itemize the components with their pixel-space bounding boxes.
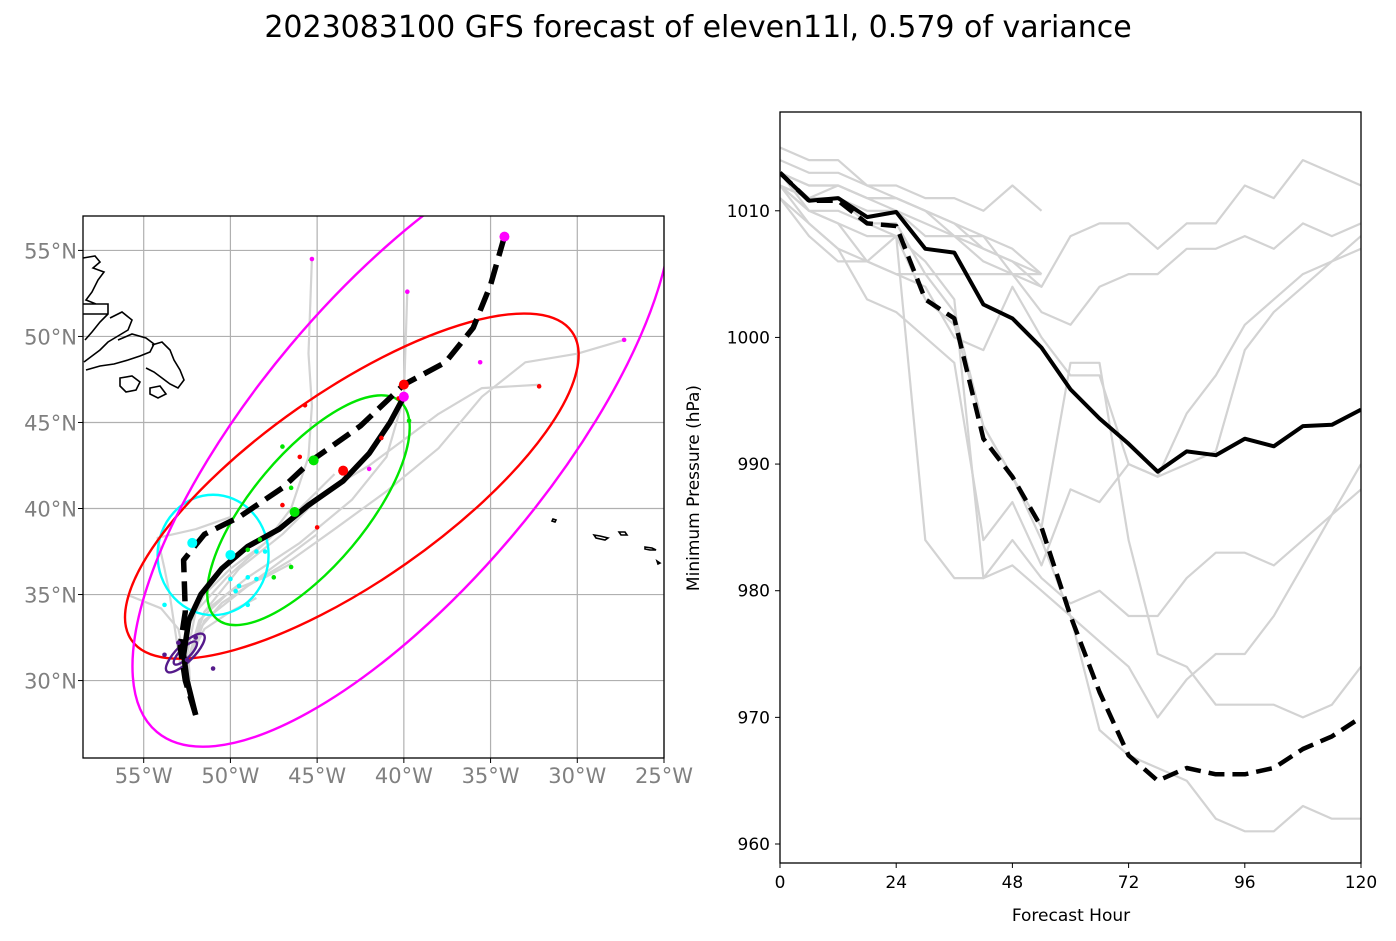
y-axis-label: Minimum Pressure (hPa) <box>684 385 704 591</box>
mean-position-point-t72 <box>499 231 510 242</box>
position-point-t24 <box>288 564 294 570</box>
position-point-t24 <box>406 418 412 424</box>
position-point-t24 <box>257 537 263 542</box>
map-coastlines <box>83 255 662 566</box>
map-tick-labels: 55°W 50°W 45°W 40°W 35°W 30°W 25°W 30°N 35°N 40°N… <box>24 239 693 788</box>
x-axis-label: Forecast Hour <box>1012 906 1130 926</box>
map-x-tick-label: 55°W <box>115 764 173 788</box>
position-point-analysis <box>184 657 190 663</box>
position-point-t0 <box>262 549 268 554</box>
y-tick-label: 980 <box>738 582 770 602</box>
position-point-t0 <box>245 575 251 580</box>
map-y-tick-label: 55°N <box>24 239 77 263</box>
position-point-t24 <box>280 444 285 449</box>
position-point-t0 <box>228 576 233 582</box>
mean-position-point-t72 <box>398 391 409 402</box>
ensemble-pressure-line <box>780 171 1361 719</box>
figure-title: 2023083100 GFS forecast of eleven11l, 0.… <box>264 10 1132 45</box>
x-tick-label: 24 <box>885 873 907 893</box>
mean-pressure-lines <box>780 171 1361 783</box>
mean-position-point-t0 <box>225 549 236 560</box>
position-point-t0 <box>254 549 259 554</box>
ensemble-track <box>186 383 541 698</box>
position-point-t48 <box>297 454 303 460</box>
y-tick-label: 970 <box>738 708 770 728</box>
y-tick-label: 1010 <box>727 202 770 222</box>
ensemble-pressure-line <box>780 172 1361 833</box>
map-y-tick-label: 35°N <box>24 584 77 608</box>
mean-position-point-t0 <box>187 537 198 548</box>
y-tick-label: 960 <box>738 835 770 855</box>
position-point-t24 <box>245 547 251 553</box>
ensemble-pressure-line <box>780 184 1361 478</box>
ensemble-pressure-lines <box>780 146 1361 833</box>
forecast-position-points <box>162 231 627 671</box>
ensemble-pressure-line <box>780 171 1361 326</box>
uncertainty-ellipses <box>123 216 664 748</box>
ensemble-pressure-line <box>780 146 1043 212</box>
ensemble-pressure-line <box>780 184 1361 567</box>
position-point-t48 <box>302 402 308 408</box>
position-point-t48 <box>314 525 320 530</box>
map-frame <box>82 215 665 759</box>
position-point-t48 <box>280 502 285 508</box>
position-point-analysis <box>193 635 199 640</box>
map-y-tick-label: 30°N <box>24 670 77 694</box>
map-x-tick-label: 45°W <box>288 764 346 788</box>
mean-track-dashed <box>177 235 508 716</box>
position-point-analysis <box>162 652 167 658</box>
y-tick-label: 1000 <box>727 328 770 348</box>
position-point-t24 <box>271 575 277 580</box>
ensemble-tracks <box>125 258 625 699</box>
x-tick-label: 0 <box>775 873 786 893</box>
position-point-t72 <box>309 256 315 262</box>
position-point-t48 <box>379 435 384 441</box>
position-point-t0 <box>233 588 238 594</box>
map-y-tick-label: 40°N <box>24 498 77 522</box>
mean-position-point-t24 <box>308 455 319 466</box>
x-tick-label: 48 <box>1002 873 1024 893</box>
mean-position-point-t24 <box>289 506 300 517</box>
position-point-t48 <box>536 384 542 389</box>
x-tick-label: 96 <box>1234 873 1256 893</box>
ensemble-track <box>187 338 625 698</box>
map-x-tick-label: 30°W <box>548 764 606 788</box>
position-point-analysis <box>210 666 216 671</box>
pressure-frame <box>779 111 1362 864</box>
position-point-t0 <box>162 602 167 608</box>
position-point-t0 <box>236 583 242 589</box>
mean-pressure-dashed <box>780 171 1361 783</box>
pressure-ticks: 0 24 48 72 96 120 960 970 980 990 1000 1010 <box>727 202 1377 893</box>
position-point-t72 <box>477 359 483 365</box>
x-tick-label: 72 <box>1118 873 1140 893</box>
position-point-analysis <box>176 640 181 646</box>
track-map-axes: 55°W 50°W 45°W 40°W 35°W 30°W 25°W 30°N 35°N 40°N… <box>24 215 693 788</box>
ensemble-pressure-line <box>780 184 1361 618</box>
ensemble-pressure-line <box>780 159 1361 288</box>
map-y-tick-label: 45°N <box>24 411 77 435</box>
ellipse-t48 <box>123 312 580 660</box>
position-point-t24 <box>288 485 294 491</box>
y-tick-label: 990 <box>738 455 770 475</box>
mean-position-point-t48 <box>338 465 349 476</box>
map-x-tick-label: 50°W <box>201 764 259 788</box>
ensemble-pressure-line <box>780 197 1361 719</box>
mean-pressure-solid <box>780 171 1361 474</box>
mean-position-point-t48 <box>398 379 409 390</box>
map-gridlines <box>83 216 665 758</box>
map-x-tick-label: 35°W <box>462 764 520 788</box>
map-x-tick-label: 40°W <box>375 764 433 788</box>
pressure-axes: 0 24 48 72 96 120 960 970 980 990 1000 1010 Forecas… <box>684 111 1377 926</box>
map-x-tick-label: 25°W <box>635 764 693 788</box>
mean-tracks <box>177 235 508 716</box>
position-point-t0 <box>245 602 251 608</box>
x-tick-label: 120 <box>1345 873 1377 893</box>
position-point-t72 <box>366 466 372 472</box>
position-point-t72 <box>405 289 410 295</box>
ellipse-t72 <box>131 216 664 748</box>
position-point-t72 <box>621 337 627 343</box>
map-y-tick-label: 50°N <box>24 325 77 349</box>
position-point-t0 <box>254 576 259 582</box>
